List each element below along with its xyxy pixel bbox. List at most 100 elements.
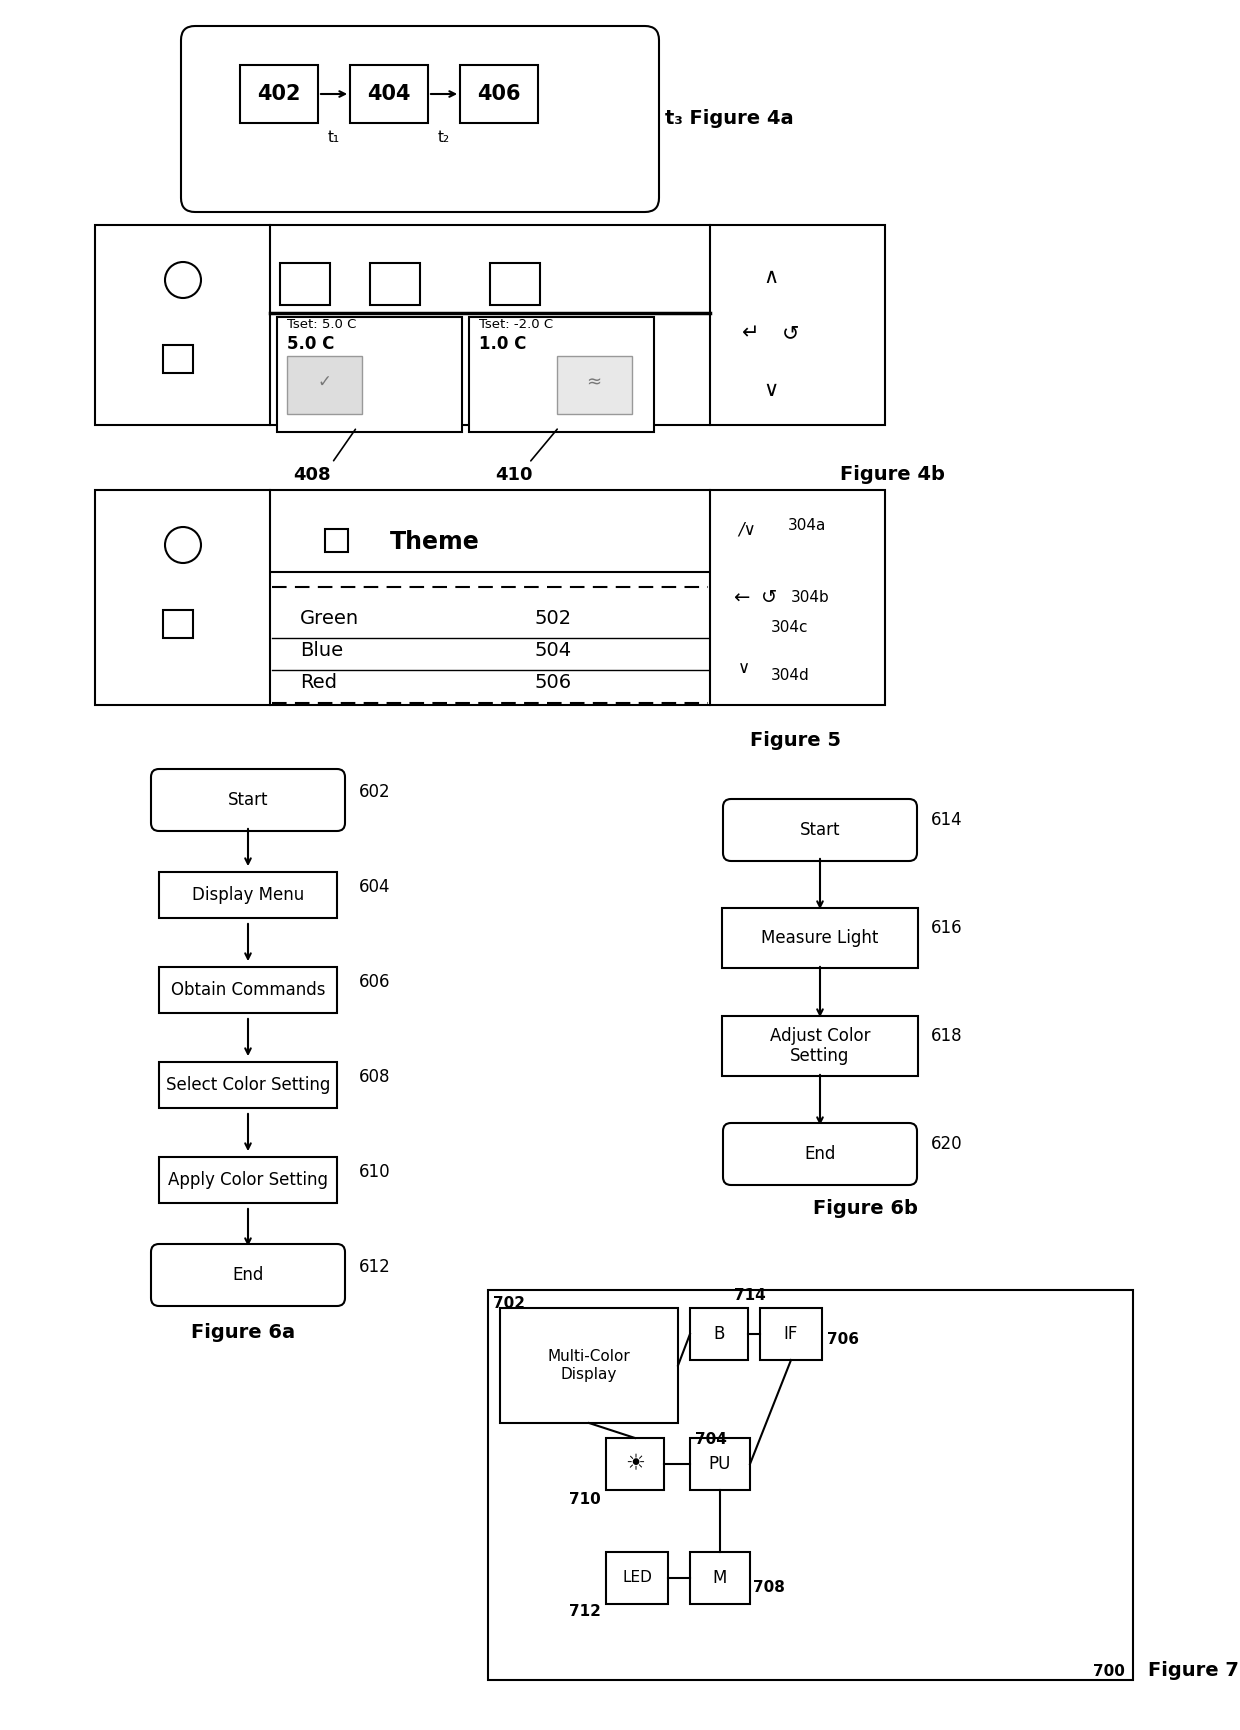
Bar: [280, 263, 330, 304]
Text: t₁: t₁: [327, 130, 340, 145]
Bar: [689, 1552, 750, 1604]
Text: 614: 614: [931, 811, 962, 829]
Text: 406: 406: [477, 85, 521, 104]
Text: 604: 604: [360, 879, 391, 896]
Text: 506: 506: [534, 673, 572, 692]
Text: 612: 612: [360, 1258, 391, 1277]
Text: 610: 610: [360, 1163, 391, 1182]
Text: t₃ Figure 4a: t₃ Figure 4a: [665, 109, 794, 128]
Text: Green: Green: [300, 609, 360, 628]
Bar: [95, 225, 885, 426]
Bar: [370, 263, 420, 304]
Text: ↵: ↵: [743, 324, 760, 343]
Text: Adjust Color
Setting: Adjust Color Setting: [770, 1026, 870, 1066]
Bar: [722, 1016, 918, 1076]
Text: 704: 704: [694, 1432, 727, 1448]
Bar: [162, 344, 193, 374]
Text: ←: ←: [733, 588, 749, 607]
Bar: [159, 967, 337, 1014]
Text: 702: 702: [494, 1296, 525, 1311]
Bar: [722, 908, 918, 969]
Bar: [469, 317, 653, 432]
Text: PU: PU: [709, 1455, 732, 1472]
Text: Select Color Setting: Select Color Setting: [166, 1076, 330, 1093]
Text: 1.0 C: 1.0 C: [479, 336, 526, 353]
Text: Figure 6b: Figure 6b: [812, 1199, 918, 1218]
Bar: [489, 1291, 1133, 1680]
Text: Figure 6a: Figure 6a: [191, 1323, 295, 1342]
Text: 606: 606: [360, 972, 391, 991]
Text: Blue: Blue: [300, 640, 343, 659]
Text: IF: IF: [784, 1325, 799, 1342]
Text: 602: 602: [360, 784, 391, 801]
Text: /∨: /∨: [738, 521, 755, 540]
Text: Figure 4b: Figure 4b: [839, 465, 945, 484]
Text: Theme: Theme: [391, 529, 480, 554]
Bar: [557, 356, 632, 413]
FancyBboxPatch shape: [151, 770, 345, 830]
Text: 304c: 304c: [771, 621, 808, 635]
FancyBboxPatch shape: [723, 1123, 918, 1185]
Text: Obtain Commands: Obtain Commands: [171, 981, 325, 998]
Text: 504: 504: [534, 640, 572, 659]
Bar: [277, 317, 463, 432]
Circle shape: [165, 261, 201, 298]
FancyBboxPatch shape: [181, 26, 658, 213]
Circle shape: [165, 528, 201, 562]
Text: 304d: 304d: [771, 668, 810, 683]
Text: 714: 714: [734, 1287, 766, 1303]
Text: B: B: [713, 1325, 724, 1342]
Text: 402: 402: [257, 85, 301, 104]
Text: ☀: ☀: [625, 1453, 645, 1474]
Text: LED: LED: [622, 1571, 652, 1585]
Text: ∨: ∨: [738, 659, 750, 676]
FancyBboxPatch shape: [723, 799, 918, 862]
Bar: [760, 1308, 822, 1360]
Text: 608: 608: [360, 1067, 391, 1086]
Text: 618: 618: [931, 1028, 962, 1045]
Bar: [350, 66, 428, 123]
Text: Measure Light: Measure Light: [761, 929, 879, 946]
Bar: [460, 66, 538, 123]
Bar: [689, 1308, 748, 1360]
Text: ∧: ∧: [764, 266, 779, 287]
Text: 5.0 C: 5.0 C: [286, 336, 335, 353]
Bar: [159, 872, 337, 919]
Text: 410: 410: [495, 465, 533, 484]
Text: Multi-Color
Display: Multi-Color Display: [548, 1349, 630, 1382]
Bar: [162, 611, 193, 638]
Bar: [490, 263, 539, 304]
Bar: [241, 66, 317, 123]
Text: Start: Start: [228, 791, 268, 810]
Bar: [500, 1308, 678, 1424]
Text: 502: 502: [534, 609, 572, 628]
Text: 616: 616: [931, 919, 962, 938]
Text: 304a: 304a: [787, 517, 826, 533]
Bar: [606, 1438, 663, 1490]
Text: Tset: -2.0 C: Tset: -2.0 C: [479, 318, 553, 330]
Text: 620: 620: [931, 1135, 962, 1152]
FancyBboxPatch shape: [151, 1244, 345, 1306]
Text: Figure 7: Figure 7: [1147, 1661, 1239, 1680]
Text: 710: 710: [569, 1493, 601, 1507]
Text: ↺: ↺: [782, 324, 800, 343]
Text: Red: Red: [300, 673, 337, 692]
Text: 404: 404: [367, 85, 410, 104]
Text: Start: Start: [800, 822, 841, 839]
Text: 304b: 304b: [791, 590, 830, 606]
Text: 700: 700: [1094, 1664, 1125, 1680]
Text: Figure 5: Figure 5: [749, 730, 841, 749]
Bar: [689, 1438, 750, 1490]
Bar: [286, 356, 362, 413]
Text: 408: 408: [293, 465, 331, 484]
Text: Apply Color Setting: Apply Color Setting: [167, 1171, 329, 1189]
Text: Display Menu: Display Menu: [192, 886, 304, 905]
Text: ↺: ↺: [761, 588, 777, 607]
Text: 712: 712: [569, 1604, 601, 1619]
Text: 706: 706: [827, 1332, 859, 1346]
Text: t₂: t₂: [438, 130, 450, 145]
Text: M: M: [713, 1569, 727, 1586]
Text: ∨: ∨: [764, 381, 779, 400]
Bar: [159, 1062, 337, 1107]
Text: ≈: ≈: [587, 374, 601, 391]
